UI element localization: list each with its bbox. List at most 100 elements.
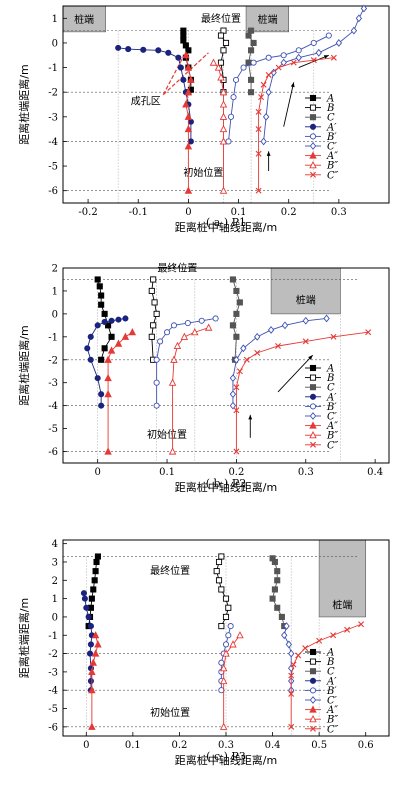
legend-marker: [309, 431, 317, 439]
data-point: [229, 322, 236, 329]
data-point: [288, 723, 295, 730]
data-point: [248, 76, 255, 83]
data-point: [98, 292, 105, 299]
data-point: [255, 126, 262, 133]
data-point: [260, 81, 267, 88]
data-point: [233, 287, 240, 294]
data-point: [91, 631, 100, 639]
marker-stroke: [344, 626, 351, 633]
data-point: [218, 659, 225, 666]
legend-label: B: [326, 373, 334, 384]
data-point: [360, 4, 368, 13]
series-5: [153, 315, 219, 409]
legend-item: A′: [305, 122, 337, 133]
x-tick-label: 0: [83, 740, 89, 751]
data-point: [274, 568, 281, 575]
legend-marker: [309, 142, 317, 150]
data-point: [81, 595, 88, 602]
legend-label: A′: [326, 122, 337, 133]
legend-item: C: [305, 667, 335, 678]
data-point: [121, 332, 130, 340]
y-tick-label: -1: [48, 63, 58, 74]
data-point: [94, 322, 101, 329]
annotation-initial-position: 初始位置: [183, 166, 223, 179]
series-2: [213, 553, 232, 630]
data-point: [271, 586, 278, 593]
data-point: [125, 46, 132, 53]
data-point: [215, 577, 223, 584]
y-tick-label: 1: [52, 286, 58, 297]
annotation-final-position: 最终位置: [150, 564, 190, 577]
legend-marker: [310, 441, 316, 448]
x-tick-label: 0.3: [218, 740, 234, 751]
data-point: [219, 112, 228, 120]
x-tick-label: 0.1: [125, 740, 141, 751]
data-point: [93, 558, 100, 566]
data-point: [91, 577, 98, 584]
series-1: [94, 276, 115, 363]
marker-stroke: [255, 126, 262, 133]
data-point: [85, 613, 92, 620]
data-point: [91, 649, 100, 657]
legend-item: A: [305, 648, 334, 659]
data-point: [168, 447, 177, 455]
pile-label: 桩端: [74, 13, 94, 26]
marker-stroke: [290, 59, 297, 66]
data-point: [278, 613, 285, 620]
series-3: [229, 276, 243, 363]
data-point: [148, 287, 155, 294]
pile-label: 桩端: [296, 294, 316, 307]
legend-marker: [310, 725, 316, 732]
legend-item: A: [305, 94, 334, 105]
chart-panel-1: 桩端 桩端 -0.2 -0.1 0 0.1 0.2 0.3 1 0 -1 -2 -3 -4 -5 -6 距离桩中…: [17, 4, 390, 234]
movement-arrow: [277, 354, 314, 393]
data-point: [87, 677, 94, 685]
legend-label: A: [326, 94, 334, 105]
x-tick-label: 0: [94, 467, 100, 478]
data-point: [233, 407, 240, 414]
legend-marker: [309, 412, 317, 420]
data-point: [185, 47, 192, 54]
marker-stroke: [233, 448, 240, 455]
series-5: [225, 32, 332, 145]
data-point: [219, 137, 228, 145]
data-point: [250, 39, 257, 46]
data-point: [191, 328, 199, 336]
series-7: [104, 328, 137, 455]
data-point: [255, 150, 262, 157]
data-point: [177, 64, 184, 71]
data-point: [165, 49, 172, 56]
data-point: [222, 649, 230, 657]
legend-item: B″: [305, 715, 338, 726]
legend-marker: [309, 151, 317, 159]
data-point: [310, 57, 317, 64]
x-tick-label: 0.2: [281, 207, 297, 218]
series-3: [269, 555, 288, 630]
legend-label: C′: [327, 696, 338, 707]
y-tick-label: -4: [48, 686, 58, 697]
data-point: [204, 323, 213, 331]
data-point: [153, 379, 160, 386]
marker-stroke: [330, 54, 337, 61]
data-point: [107, 346, 116, 354]
data-point: [229, 276, 236, 283]
legend-marker: [309, 364, 317, 372]
data-point: [218, 623, 225, 630]
data-point: [290, 661, 297, 668]
marker-stroke: [290, 661, 297, 668]
legend-label: C″: [327, 170, 339, 181]
y-tick-label: -1: [48, 631, 58, 642]
pile-block-right: [318, 539, 367, 618]
data-point: [115, 316, 122, 323]
data-point: [288, 649, 295, 658]
data-point: [89, 658, 98, 666]
data-point: [258, 94, 265, 101]
movement-arrow: [283, 82, 295, 127]
data-point: [275, 343, 282, 349]
y-tick-label: -6: [48, 722, 58, 733]
data-point: [218, 586, 225, 593]
marker-stroke: [310, 171, 316, 178]
y-tick-label: -1: [48, 332, 58, 343]
data-point: [150, 322, 157, 329]
